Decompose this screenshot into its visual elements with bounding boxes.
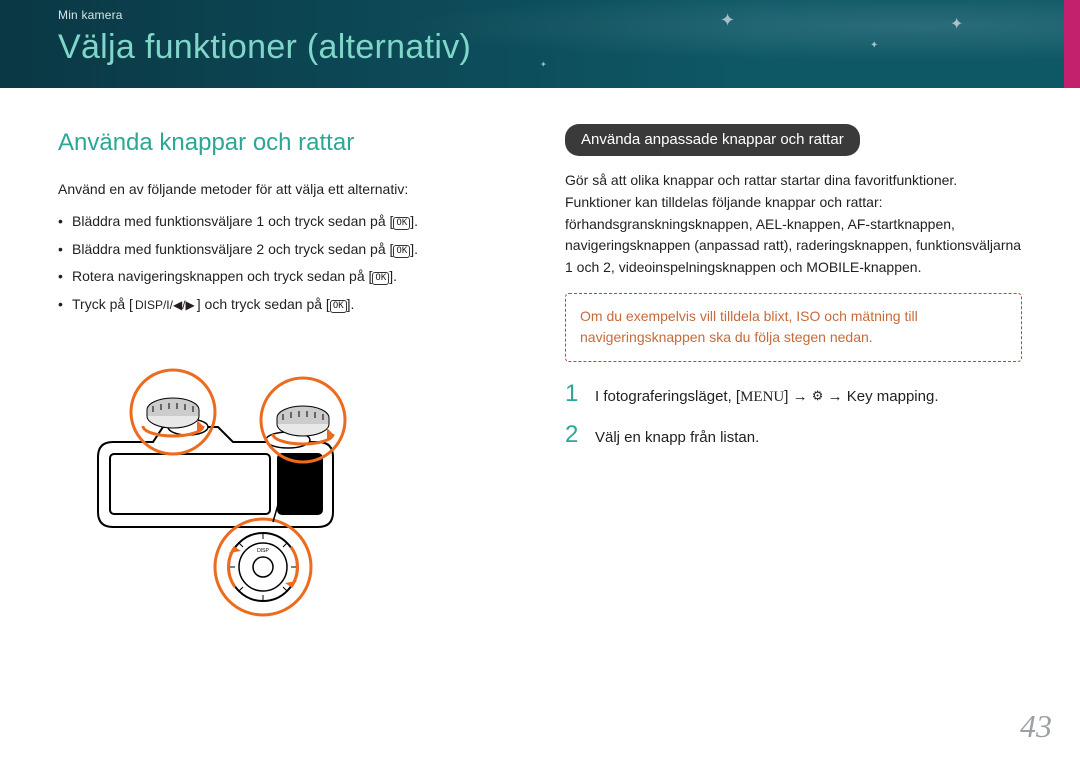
ok-key-icon: OK [372, 272, 389, 285]
ok-key-icon: OK [393, 217, 410, 230]
description-text: Gör så att olika knappar och rattar star… [565, 170, 1022, 278]
step-item: 1 I fotograferingsläget, [MENU] → ⚙ → Ke… [565, 382, 1022, 409]
subsection-pill: Använda anpassade knappar och rattar [565, 124, 860, 156]
method-list: Bläddra med funktionsväljare 1 och tryck… [58, 211, 515, 316]
step-text: Välj en knapp från listan. [595, 423, 1022, 449]
ok-key-icon: OK [330, 300, 347, 313]
decorative-star-icon: ✦ [950, 14, 963, 34]
left-column: Använda knappar och rattar Använd en av … [58, 124, 515, 628]
decorative-star-icon: ✦ [720, 10, 735, 31]
page-number: 43 [1020, 708, 1052, 745]
decorative-star-icon: ✦ [540, 60, 547, 69]
note-box: Om du exempelvis vill tilldela blixt, IS… [565, 293, 1022, 362]
intro-text: Använd en av följande metoder för att vä… [58, 179, 515, 201]
list-item: Bläddra med funktionsväljare 1 och tryck… [58, 211, 515, 233]
step-item: 2 Välj en knapp från listan. [565, 423, 1022, 449]
step-number: 1 [565, 382, 581, 409]
step-number: 2 [565, 423, 581, 449]
menu-key-icon: MENU [740, 389, 784, 405]
breadcrumb: Min kamera [58, 8, 1080, 22]
decorative-star-icon: ✦ [870, 40, 878, 51]
page-header: ✦ ✦ ✦ ✦ Min kamera Välja funktioner (alt… [0, 0, 1080, 88]
disp-key-icon: DISP/I/◀/▶ [133, 298, 197, 312]
page-title: Välja funktioner (alternativ) [58, 28, 1080, 67]
list-item: Rotera navigeringsknappen och tryck seda… [58, 266, 515, 288]
svg-text:DISP: DISP [257, 548, 269, 554]
camera-illustration: DISP [58, 342, 388, 622]
step-text: I fotograferingsläget, [MENU] → ⚙ → Key … [595, 382, 1022, 409]
gear-icon: ⚙ [812, 388, 824, 403]
section-heading: Använda knappar och rattar [58, 124, 515, 161]
list-item: Bläddra med funktionsväljare 2 och tryck… [58, 239, 515, 261]
right-column: Använda anpassade knappar och rattar Gör… [565, 124, 1022, 628]
list-item: Tryck på [DISP/I/◀/▶] och tryck sedan på… [58, 294, 515, 316]
ok-key-icon: OK [393, 245, 410, 258]
